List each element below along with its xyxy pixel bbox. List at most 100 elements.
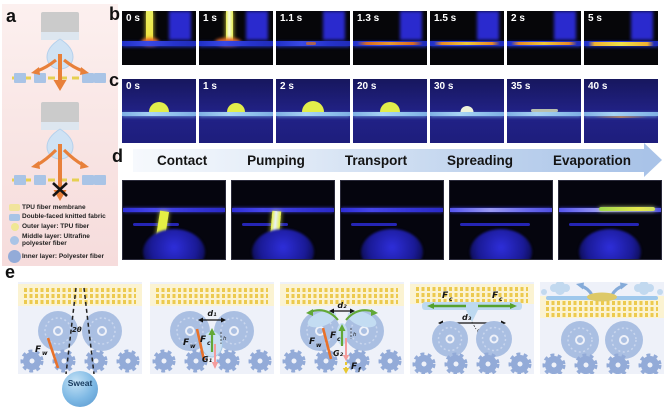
middle-layer-swatch xyxy=(10,235,19,245)
inner-layer-fibers xyxy=(152,349,272,373)
outer-layer-swatch xyxy=(10,222,19,231)
uv-frame-c3: 2 s xyxy=(276,79,350,143)
timestamp: 20 s xyxy=(357,81,377,92)
tpu-membrane xyxy=(24,288,136,304)
uv-frame-b4: 1.3 s xyxy=(353,11,427,65)
skin-cylinder xyxy=(41,12,79,38)
g2-label: G₂ xyxy=(333,349,344,358)
angle-label: 2θ xyxy=(72,326,82,334)
spread-arrows xyxy=(31,54,89,91)
liquid-speck xyxy=(306,42,316,45)
uv-frame-c6: 35 s xyxy=(507,79,581,143)
liquid-stream xyxy=(146,11,153,42)
skin-dome xyxy=(252,229,314,259)
skin-dome xyxy=(470,229,532,259)
droplet xyxy=(227,103,245,112)
uv-frame-d3 xyxy=(340,180,444,260)
tpu-membrane xyxy=(286,288,398,304)
tpu-membrane xyxy=(416,287,528,303)
blocked-x-icon xyxy=(52,182,68,197)
uv-frame-c1: 0 s xyxy=(122,79,196,143)
diagram-evaporation xyxy=(540,282,664,374)
fabric-line xyxy=(232,208,334,212)
h-label: h xyxy=(353,332,357,338)
inner-layer-fibers xyxy=(282,349,402,373)
uv-frame-d1 xyxy=(122,180,226,260)
legend-label: Double-faced knitted fabric xyxy=(22,213,106,221)
panel-d-label: d xyxy=(112,146,123,166)
timestamp: 5 s xyxy=(588,13,602,24)
timestamp: 2 s xyxy=(280,81,294,92)
legend-item: Double-faced knitted fabric xyxy=(7,213,117,221)
tpu-membrane xyxy=(546,301,658,317)
fabric-band xyxy=(276,112,350,116)
stage-transport: Transport xyxy=(344,153,408,168)
fabric-blocks xyxy=(14,175,106,185)
timestamp: 40 s xyxy=(588,81,608,92)
tpu-membrane-swatch xyxy=(9,204,20,212)
legend-item: TPU fiber membrane xyxy=(7,204,117,212)
timestamp: 1.3 s xyxy=(357,13,380,24)
fc-subscript: c xyxy=(207,340,211,347)
uv-frame-d5 xyxy=(558,180,662,260)
fw-label: F xyxy=(309,337,316,347)
fc-subscript: c xyxy=(337,336,341,343)
legend-item: Outer layer: TPU fiber xyxy=(7,222,117,231)
uv-block xyxy=(400,11,422,40)
legend-label: TPU fiber membrane xyxy=(22,204,86,211)
angle-tick xyxy=(471,321,477,330)
fw-label: F xyxy=(35,345,42,355)
spread-streak xyxy=(599,207,655,211)
inner-layer-swatch xyxy=(8,249,21,263)
fabric-line-2 xyxy=(569,223,639,226)
legend-label: Inner layer: Polyester fiber xyxy=(22,252,105,260)
timestamp: 1 s xyxy=(203,81,217,92)
fabric-band xyxy=(507,112,581,116)
vapor-clouds xyxy=(541,282,663,295)
g2-gravity-arrow xyxy=(342,338,350,361)
fc-right-label: F xyxy=(492,291,499,301)
droplet xyxy=(460,106,474,112)
uv-frame-b3: 1.1 s xyxy=(276,11,350,65)
legend-item: Inner layer: Polyester fiber xyxy=(7,249,117,263)
legend-label: Outer layer: TPU fiber xyxy=(22,223,90,231)
spread-streak xyxy=(434,42,500,45)
timestamp: 2 s xyxy=(511,13,525,24)
d2-label: d₂ xyxy=(337,301,347,310)
uv-frame-c5: 30 s xyxy=(430,79,504,143)
timestamp: 1.1 s xyxy=(280,13,303,24)
schematic-with-membrane xyxy=(12,102,108,201)
uv-frame-b5: 1.5 s xyxy=(430,11,504,65)
uv-frame-c4: 20 s xyxy=(353,79,427,143)
ff-subscript: f xyxy=(358,367,362,374)
timestamp: 0 s xyxy=(126,81,140,92)
middle-layer-fibers xyxy=(561,321,643,359)
ff-label: F xyxy=(351,362,358,372)
fc-left-label: F xyxy=(442,291,449,301)
uv-frame-d2 xyxy=(231,180,335,260)
fw-label: F xyxy=(183,338,190,348)
timestamp: 35 s xyxy=(511,81,531,92)
fw-force-line xyxy=(46,337,60,369)
inner-layer-fibers xyxy=(412,352,532,374)
panel-c-frames: 0 s 1 s 2 s 20 s 30 s 35 s xyxy=(122,79,658,143)
stage-contact: Contact xyxy=(157,153,208,168)
water-band xyxy=(422,302,522,310)
stage-pumping: Pumping xyxy=(247,153,305,168)
spread-arrows xyxy=(31,144,89,201)
d1-dimension xyxy=(198,317,226,323)
g1-label: G₁ xyxy=(202,355,213,364)
panel-a: a xyxy=(2,4,118,266)
d2-dimension xyxy=(329,308,355,314)
knitted-fabric-swatch xyxy=(9,213,20,221)
legend-item: Middle layer: Ultrafine polyester fiber xyxy=(7,233,117,248)
panel-e-label: e xyxy=(5,262,16,282)
fw-subscript: w xyxy=(42,350,48,357)
uv-block xyxy=(631,11,653,40)
fabric-line-2 xyxy=(460,223,530,226)
spread-streak xyxy=(357,42,423,45)
d3-label: d₃ xyxy=(462,313,472,322)
droplet xyxy=(149,102,169,112)
uv-frame-c2: 1 s xyxy=(199,79,273,143)
uv-frame-b1: 0 s xyxy=(122,11,196,65)
